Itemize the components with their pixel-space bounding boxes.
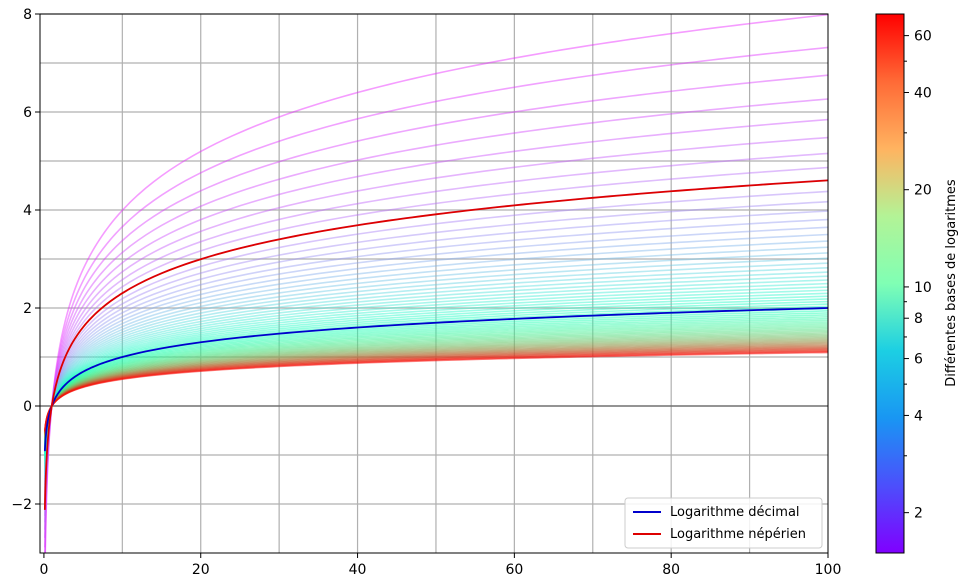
plot-frame: [39, 13, 829, 554]
highlighted-series: [43, 179, 828, 510]
x-tick-label: 0: [39, 562, 48, 578]
x-tick-label: 100: [815, 562, 842, 578]
colorbar-tick-label: 10: [914, 280, 932, 296]
grid: [40, 13, 828, 553]
series-line-neperien: [43, 179, 828, 510]
family-curve: [44, 351, 828, 432]
family-curve: [44, 14, 828, 553]
colorbar-label: Différentes bases de logaritmes: [944, 179, 959, 387]
y-axis-ticks: −2 0 2 4 6 8: [11, 7, 40, 513]
x-axis-ticks: 0 20 40 60 80 100: [39, 553, 841, 578]
colorbar: 2 4 6 8 10 20 40 60 Différentes bases de logari…: [875, 13, 959, 554]
colorbar-tick-label: 20: [914, 183, 932, 199]
legend-box: [624, 497, 823, 549]
y-tick-label: 8: [23, 7, 32, 23]
y-tick-label: 2: [23, 301, 32, 317]
family-curve: [44, 350, 828, 432]
family-curve: [44, 351, 828, 431]
colorbar-gradient: [875, 13, 905, 554]
family-curve: [44, 349, 828, 432]
colorbar-tick-label: 8: [914, 311, 923, 327]
colorbar-ticks: 2 4 6 8 10 20 40 60: [904, 29, 932, 522]
y-tick-label: 0: [23, 399, 32, 415]
colorbar-tick-label: 40: [914, 85, 932, 101]
colorbar-tick-label: 4: [914, 408, 923, 424]
plot-background: [40, 14, 828, 553]
colorbar-tick-label: 6: [914, 352, 923, 368]
plot-area: 0 20 40 60 80 100 −2 0 2 4 6 8: [11, 7, 841, 578]
y-tick-label: 6: [23, 105, 32, 121]
family-curve: [44, 46, 828, 553]
x-tick-label: 80: [662, 562, 680, 578]
y-tick-label: 4: [23, 203, 32, 219]
legend-label-neperien: Logarithme népérien: [670, 527, 806, 542]
legend-label-decimal: Logarithme décimal: [670, 505, 800, 520]
colorbar-tick-label: 2: [914, 506, 923, 522]
x-tick-label: 20: [192, 562, 210, 578]
x-tick-label: 40: [349, 562, 367, 578]
x-tick-label: 60: [505, 562, 523, 578]
y-tick-label: −2: [11, 497, 32, 513]
legend: Logarithme décimal Logarithme népérien: [624, 497, 823, 549]
colorbar-tick-label: 60: [914, 29, 932, 45]
series-line-decimal: [43, 307, 828, 452]
